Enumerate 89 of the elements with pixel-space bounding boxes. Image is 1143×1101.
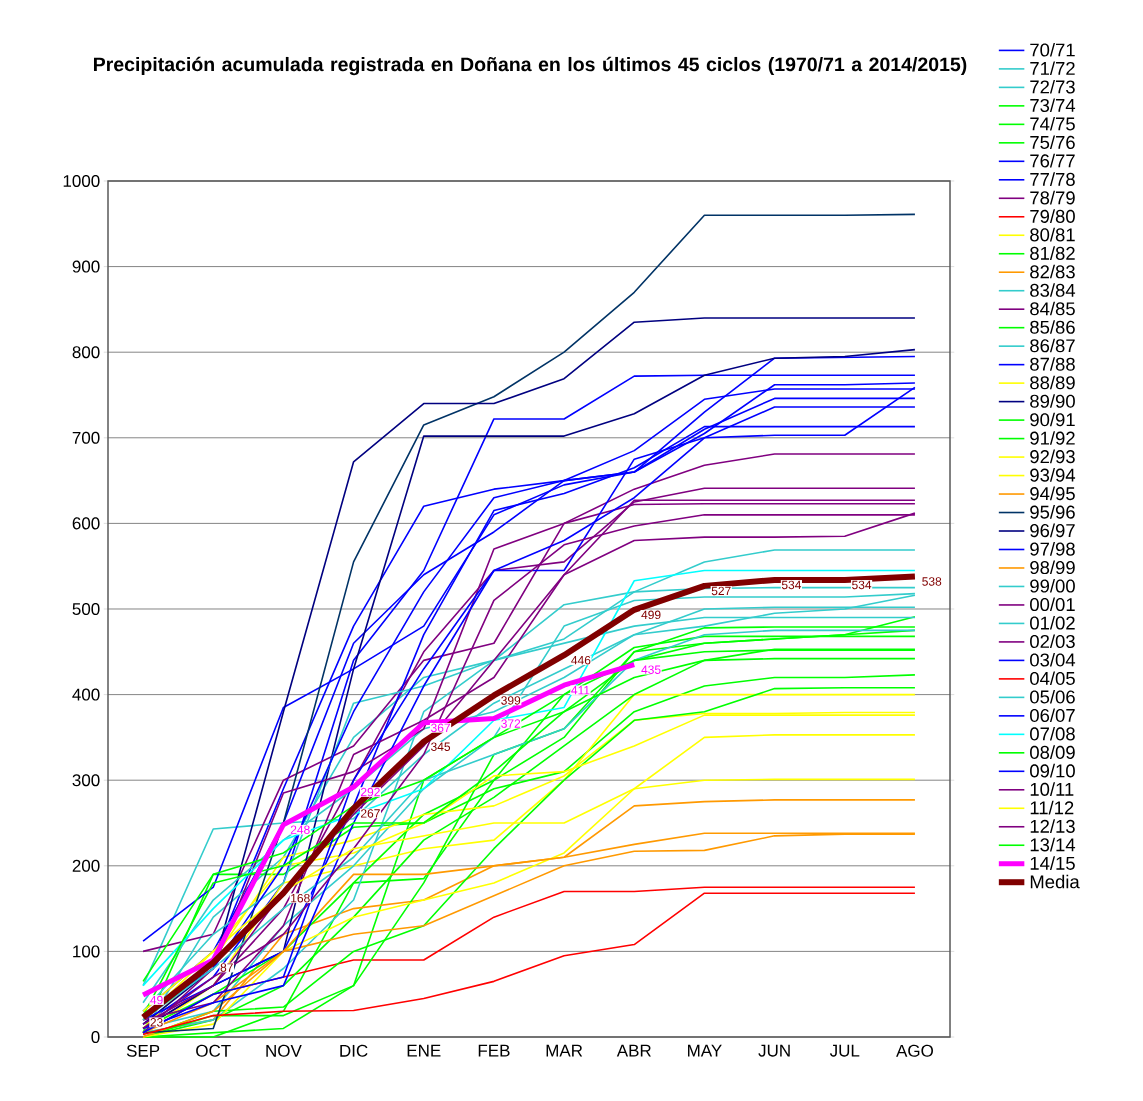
legend-label: 08/09 <box>1030 745 1075 759</box>
legend-label: 81/82 <box>1030 246 1075 260</box>
legend-label: 01/02 <box>1030 615 1075 630</box>
x-tick-label: DIC <box>340 1044 368 1057</box>
legend-label: 74/75 <box>1030 116 1075 131</box>
x-tick-label: AGO <box>896 1044 933 1057</box>
y-tick-label: 800 <box>72 346 100 359</box>
legend-label: 94/95 <box>1030 486 1075 501</box>
x-tick-label: OCT <box>196 1044 231 1057</box>
legend-label: 97/98 <box>1030 542 1075 556</box>
data-label: 538 <box>922 577 942 586</box>
data-label: 534 <box>852 580 872 590</box>
legend-label: 92/93 <box>1030 449 1075 464</box>
legend-label: 12/13 <box>1030 819 1075 833</box>
data-label: 49 <box>150 995 163 1005</box>
legend-label: 10/11 <box>1030 782 1074 796</box>
legend-label: 78/79 <box>1030 190 1075 205</box>
data-label: 446 <box>571 655 591 665</box>
legend-label: 87/88 <box>1030 357 1075 371</box>
y-tick-label: 600 <box>72 517 100 530</box>
y-tick-label: 0 <box>91 1030 100 1044</box>
y-tick-label: 300 <box>72 774 100 787</box>
data-label: 435 <box>641 665 661 674</box>
legend-label: 77/78 <box>1030 172 1075 186</box>
legend-label: 99/00 <box>1030 579 1075 593</box>
data-label: 372 <box>501 719 521 728</box>
data-label: 248 <box>290 825 310 834</box>
legend-label: 13/14 <box>1030 837 1076 852</box>
x-tick-label: ENE <box>407 1044 441 1057</box>
legend-label: 73/74 <box>1030 98 1076 112</box>
legend-label: Media <box>1030 874 1080 889</box>
data-label: 411 <box>571 686 590 695</box>
y-tick-label: 700 <box>72 431 100 444</box>
legend-label: 88/89 <box>1030 375 1075 390</box>
legend-label: 72/73 <box>1030 79 1075 94</box>
y-tick-label: 500 <box>72 602 100 616</box>
data-label: 23 <box>150 1018 163 1027</box>
x-tick-label: MAR <box>546 1044 583 1057</box>
legend-label: 91/92 <box>1030 431 1075 445</box>
x-tick-label: JUL <box>829 1044 860 1057</box>
legend-label: 90/91 <box>1030 412 1075 427</box>
y-tick-label: 1000 <box>63 174 100 188</box>
x-tick-label: SEP <box>126 1044 160 1057</box>
y-tick-label: 400 <box>72 688 100 701</box>
y-tick-label: 100 <box>73 945 100 958</box>
legend-label: 82/83 <box>1030 264 1075 279</box>
legend-label: 03/04 <box>1030 652 1076 667</box>
data-label: 527 <box>711 586 731 596</box>
legend-label: 07/08 <box>1030 726 1075 741</box>
legend-label: 84/85 <box>1030 301 1075 316</box>
data-label: 168 <box>291 893 310 903</box>
x-tick-label: FEB <box>478 1044 510 1057</box>
legend-label: 04/05 <box>1030 671 1075 686</box>
legend-label: 83/84 <box>1030 283 1076 297</box>
legend-label: 96/97 <box>1030 523 1075 538</box>
y-tick-label: 200 <box>72 859 100 872</box>
data-label: 534 <box>781 580 802 590</box>
legend-label: 98/99 <box>1030 560 1075 575</box>
legend-label: 05/06 <box>1030 689 1075 704</box>
legend-label: 00/01 <box>1030 597 1075 612</box>
data-label: 267 <box>360 809 380 818</box>
legend-label: 06/07 <box>1030 708 1075 722</box>
data-label: 345 <box>431 742 451 751</box>
data-label: 499 <box>641 610 661 620</box>
data-label: 292 <box>360 787 380 797</box>
legend-label: 11/12 <box>1030 800 1074 815</box>
x-tick-label: ABR <box>616 1044 651 1057</box>
legend-label: 71/72 <box>1030 61 1075 76</box>
legend-label: 79/80 <box>1030 209 1075 223</box>
data-label: 367 <box>431 723 450 733</box>
legend-label: 93/94 <box>1030 468 1076 482</box>
legend-label: 89/90 <box>1030 394 1075 408</box>
legend-label: 76/77 <box>1030 153 1075 168</box>
x-tick-label: JUN <box>758 1044 790 1057</box>
x-tick-label: NOV <box>266 1044 302 1057</box>
legend-label: 95/96 <box>1030 505 1075 519</box>
x-tick-label: MAY <box>688 1044 722 1057</box>
data-label: 399 <box>501 696 521 705</box>
data-label: 87 <box>220 963 233 972</box>
legend-label: 85/86 <box>1030 320 1075 334</box>
legend-label: 75/76 <box>1030 135 1075 149</box>
legend-label: 86/87 <box>1030 338 1075 353</box>
y-tick-label: 900 <box>72 260 100 273</box>
legend-label: 02/03 <box>1030 634 1075 649</box>
legend-label: 70/71 <box>1030 42 1075 57</box>
legend-label: 14/15 <box>1030 856 1075 870</box>
legend-label: 80/81 <box>1030 227 1075 242</box>
legend-label: 09/10 <box>1030 763 1075 778</box>
chart-title: Precipitación acumulada registrada en Doñana en los últimos 45 ciclos (1970/71 a 2014/2015) <box>93 56 967 76</box>
